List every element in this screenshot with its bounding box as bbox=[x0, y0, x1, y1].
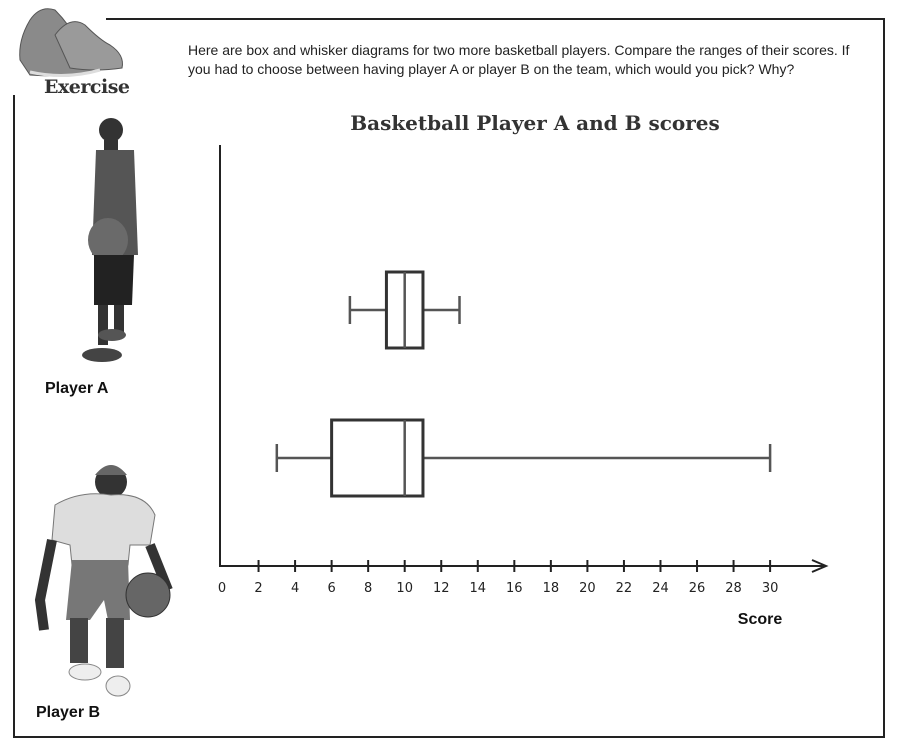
x-tick-label: 12 bbox=[433, 581, 450, 596]
x-tick-label: 28 bbox=[725, 581, 742, 596]
x-tick-label: 0 bbox=[218, 581, 226, 596]
chart-title: Basketball Player A and B scores bbox=[350, 111, 720, 135]
box-player-a bbox=[348, 270, 461, 350]
frame-right-border bbox=[883, 18, 885, 738]
x-tick-label: 30 bbox=[762, 581, 779, 596]
x-tick-label: 8 bbox=[364, 581, 372, 596]
exercise-instructions: Here are box and whisker diagrams for tw… bbox=[188, 42, 850, 77]
frame-bottom-border bbox=[13, 736, 885, 738]
x-tick-label: 24 bbox=[652, 581, 669, 596]
x-tick-label: 16 bbox=[506, 581, 523, 596]
x-tick-label: 26 bbox=[689, 581, 706, 596]
x-tick-label: 6 bbox=[327, 581, 335, 596]
x-tick-label: 2 bbox=[254, 581, 262, 596]
player-a-label: Player A bbox=[45, 380, 109, 397]
player-b-label: Player B bbox=[36, 704, 101, 721]
frame-left-border bbox=[13, 95, 15, 738]
exercise-badge-label: Exercise bbox=[44, 76, 130, 98]
x-tick-label: 20 bbox=[579, 581, 596, 596]
x-tick-label: 18 bbox=[543, 581, 560, 596]
iqr-box bbox=[330, 418, 425, 498]
x-tick-label: 10 bbox=[396, 581, 413, 596]
player-a-photo bbox=[82, 118, 138, 362]
box-player-b bbox=[275, 418, 772, 498]
x-tick-label: 22 bbox=[616, 581, 633, 596]
frame-top-border bbox=[106, 18, 885, 20]
player-b-photo bbox=[34, 465, 173, 697]
x-tick-label: 4 bbox=[291, 581, 299, 596]
x-axis-label: Score bbox=[738, 611, 783, 628]
sneakers-icon bbox=[19, 8, 123, 78]
x-tick-label: 14 bbox=[470, 581, 487, 596]
x-axis-arrow-icon bbox=[811, 559, 829, 573]
